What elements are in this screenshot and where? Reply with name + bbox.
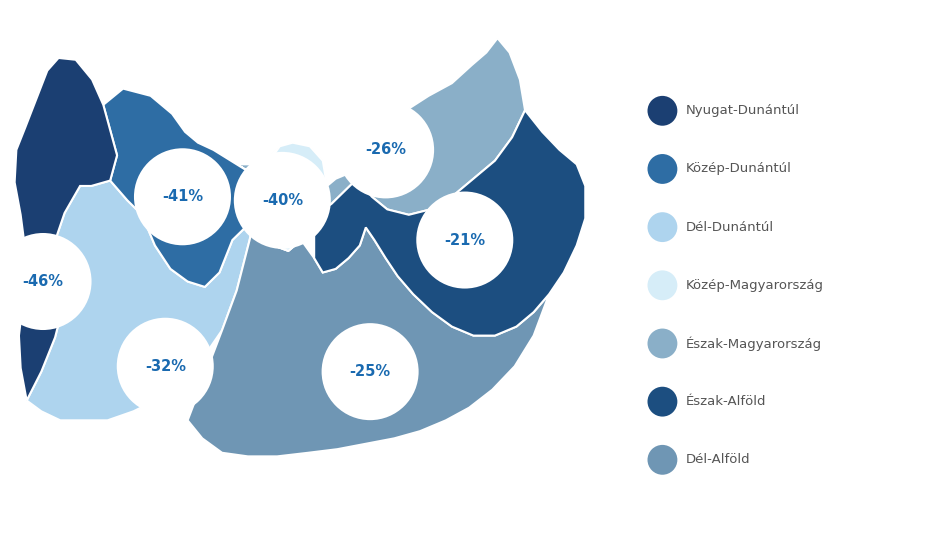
Text: Észak-Magyarország: Észak-Magyarország — [686, 336, 822, 351]
Polygon shape — [257, 143, 327, 251]
Text: Közép-Dunántúl: Közép-Dunántúl — [686, 162, 791, 176]
Polygon shape — [104, 89, 267, 287]
Ellipse shape — [648, 445, 677, 475]
Polygon shape — [15, 58, 117, 401]
Ellipse shape — [416, 192, 513, 289]
Ellipse shape — [648, 270, 677, 300]
Ellipse shape — [0, 233, 91, 330]
Text: Dél-Alföld: Dél-Alföld — [686, 453, 750, 466]
Text: Nyugat-Dunántúl: Nyugat-Dunántúl — [686, 104, 800, 117]
Text: -32%: -32% — [145, 359, 186, 374]
Ellipse shape — [648, 154, 677, 184]
Ellipse shape — [134, 148, 231, 245]
Ellipse shape — [322, 323, 419, 420]
Text: Észak-Alföld: Észak-Alföld — [686, 395, 766, 408]
Polygon shape — [314, 110, 585, 336]
Polygon shape — [188, 165, 550, 456]
Ellipse shape — [648, 387, 677, 417]
Text: -21%: -21% — [444, 233, 485, 248]
Ellipse shape — [337, 101, 434, 198]
Text: -26%: -26% — [365, 142, 406, 157]
Ellipse shape — [648, 96, 677, 126]
Text: Dél-Dunántúl: Dél-Dunántúl — [686, 220, 773, 234]
Text: -46%: -46% — [22, 274, 63, 289]
Polygon shape — [27, 165, 267, 420]
Polygon shape — [150, 38, 525, 251]
Ellipse shape — [648, 329, 677, 358]
Ellipse shape — [117, 318, 214, 415]
Text: Közép-Magyarország: Közép-Magyarország — [686, 279, 824, 292]
Text: -25%: -25% — [350, 364, 391, 379]
Text: -41%: -41% — [162, 189, 203, 204]
Ellipse shape — [648, 212, 677, 242]
Ellipse shape — [234, 152, 331, 249]
Text: -40%: -40% — [262, 193, 303, 208]
